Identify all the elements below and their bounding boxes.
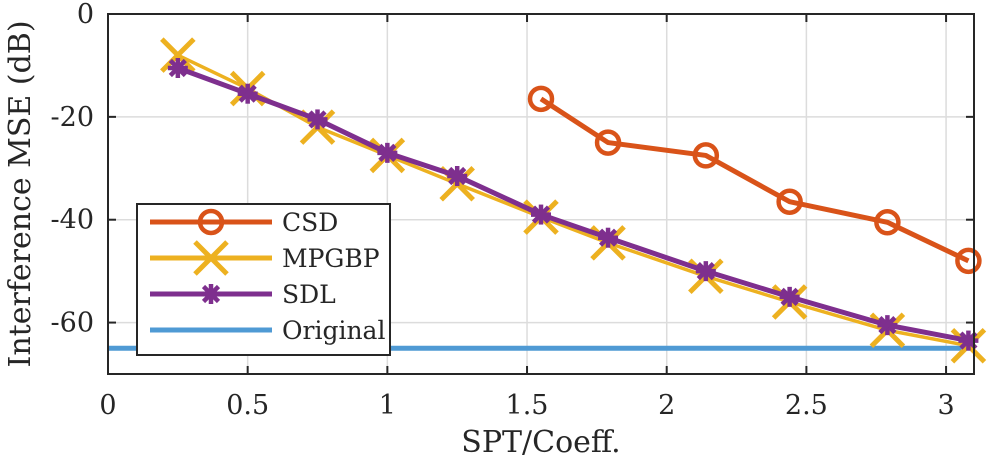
x-tick-label: 0 — [99, 390, 116, 421]
sdl-point — [237, 83, 258, 104]
csd-point — [692, 142, 720, 169]
legend-marker-csd — [197, 208, 225, 236]
legend-item-mpgbp: MPGBP — [150, 240, 380, 276]
x-tick-label: 3 — [937, 390, 954, 421]
legend-label-csd: CSD — [282, 208, 338, 237]
legend: CSD MPGBP SDL Original — [136, 203, 391, 356]
x-tick-label: 1 — [379, 390, 396, 421]
x-tick-label: 0.5 — [226, 390, 269, 421]
x-tick-label: 2.5 — [785, 390, 828, 421]
series-sdl — [167, 58, 979, 351]
axis-ticks: 0 0.5 1 1.5 2 2.5 3 0 -20 -40 -60 — [51, 0, 974, 421]
sdl-point — [877, 315, 898, 336]
series-csd — [527, 85, 982, 275]
csd-point — [955, 247, 982, 275]
sdl-point — [695, 261, 716, 282]
mpgbp-point — [160, 37, 196, 73]
sdl-point — [377, 142, 398, 163]
sdl-point — [167, 58, 188, 78]
sdl-point — [958, 330, 979, 351]
legend-marker-sdl — [201, 284, 221, 304]
csd-point — [874, 209, 901, 236]
x-tick-label: 1.5 — [506, 390, 549, 421]
sdl-point — [307, 109, 328, 130]
sdl-point — [531, 204, 551, 225]
y-axis-label: Interference MSE (dB) — [3, 20, 38, 367]
legend-item-csd: CSD — [150, 208, 338, 237]
csd-point — [594, 129, 622, 156]
plot-frame — [107, 13, 975, 375]
x-axis-label: SPT/Coeff. — [461, 425, 620, 460]
sdl-point — [598, 227, 619, 248]
sdl-point — [447, 166, 468, 186]
csd-point — [776, 188, 803, 215]
legend-marker-mpgbp — [193, 240, 229, 276]
y-tick-label: -60 — [51, 308, 94, 339]
series-layer — [108, 37, 987, 364]
x-tick-label: 2 — [658, 390, 675, 421]
legend-item-sdl: SDL — [150, 280, 336, 309]
legend-item-original: Original — [150, 316, 385, 345]
csd-point — [527, 85, 555, 113]
sdl-point — [779, 286, 800, 307]
csd-line — [539, 96, 970, 264]
legend-label-sdl: SDL — [282, 280, 336, 309]
y-tick-label: -20 — [51, 102, 94, 133]
y-tick-label: 0 — [77, 0, 94, 30]
legend-label-original: Original — [282, 316, 385, 345]
legend-label-mpgbp: MPGBP — [282, 244, 380, 273]
y-tick-label: -40 — [51, 205, 94, 236]
